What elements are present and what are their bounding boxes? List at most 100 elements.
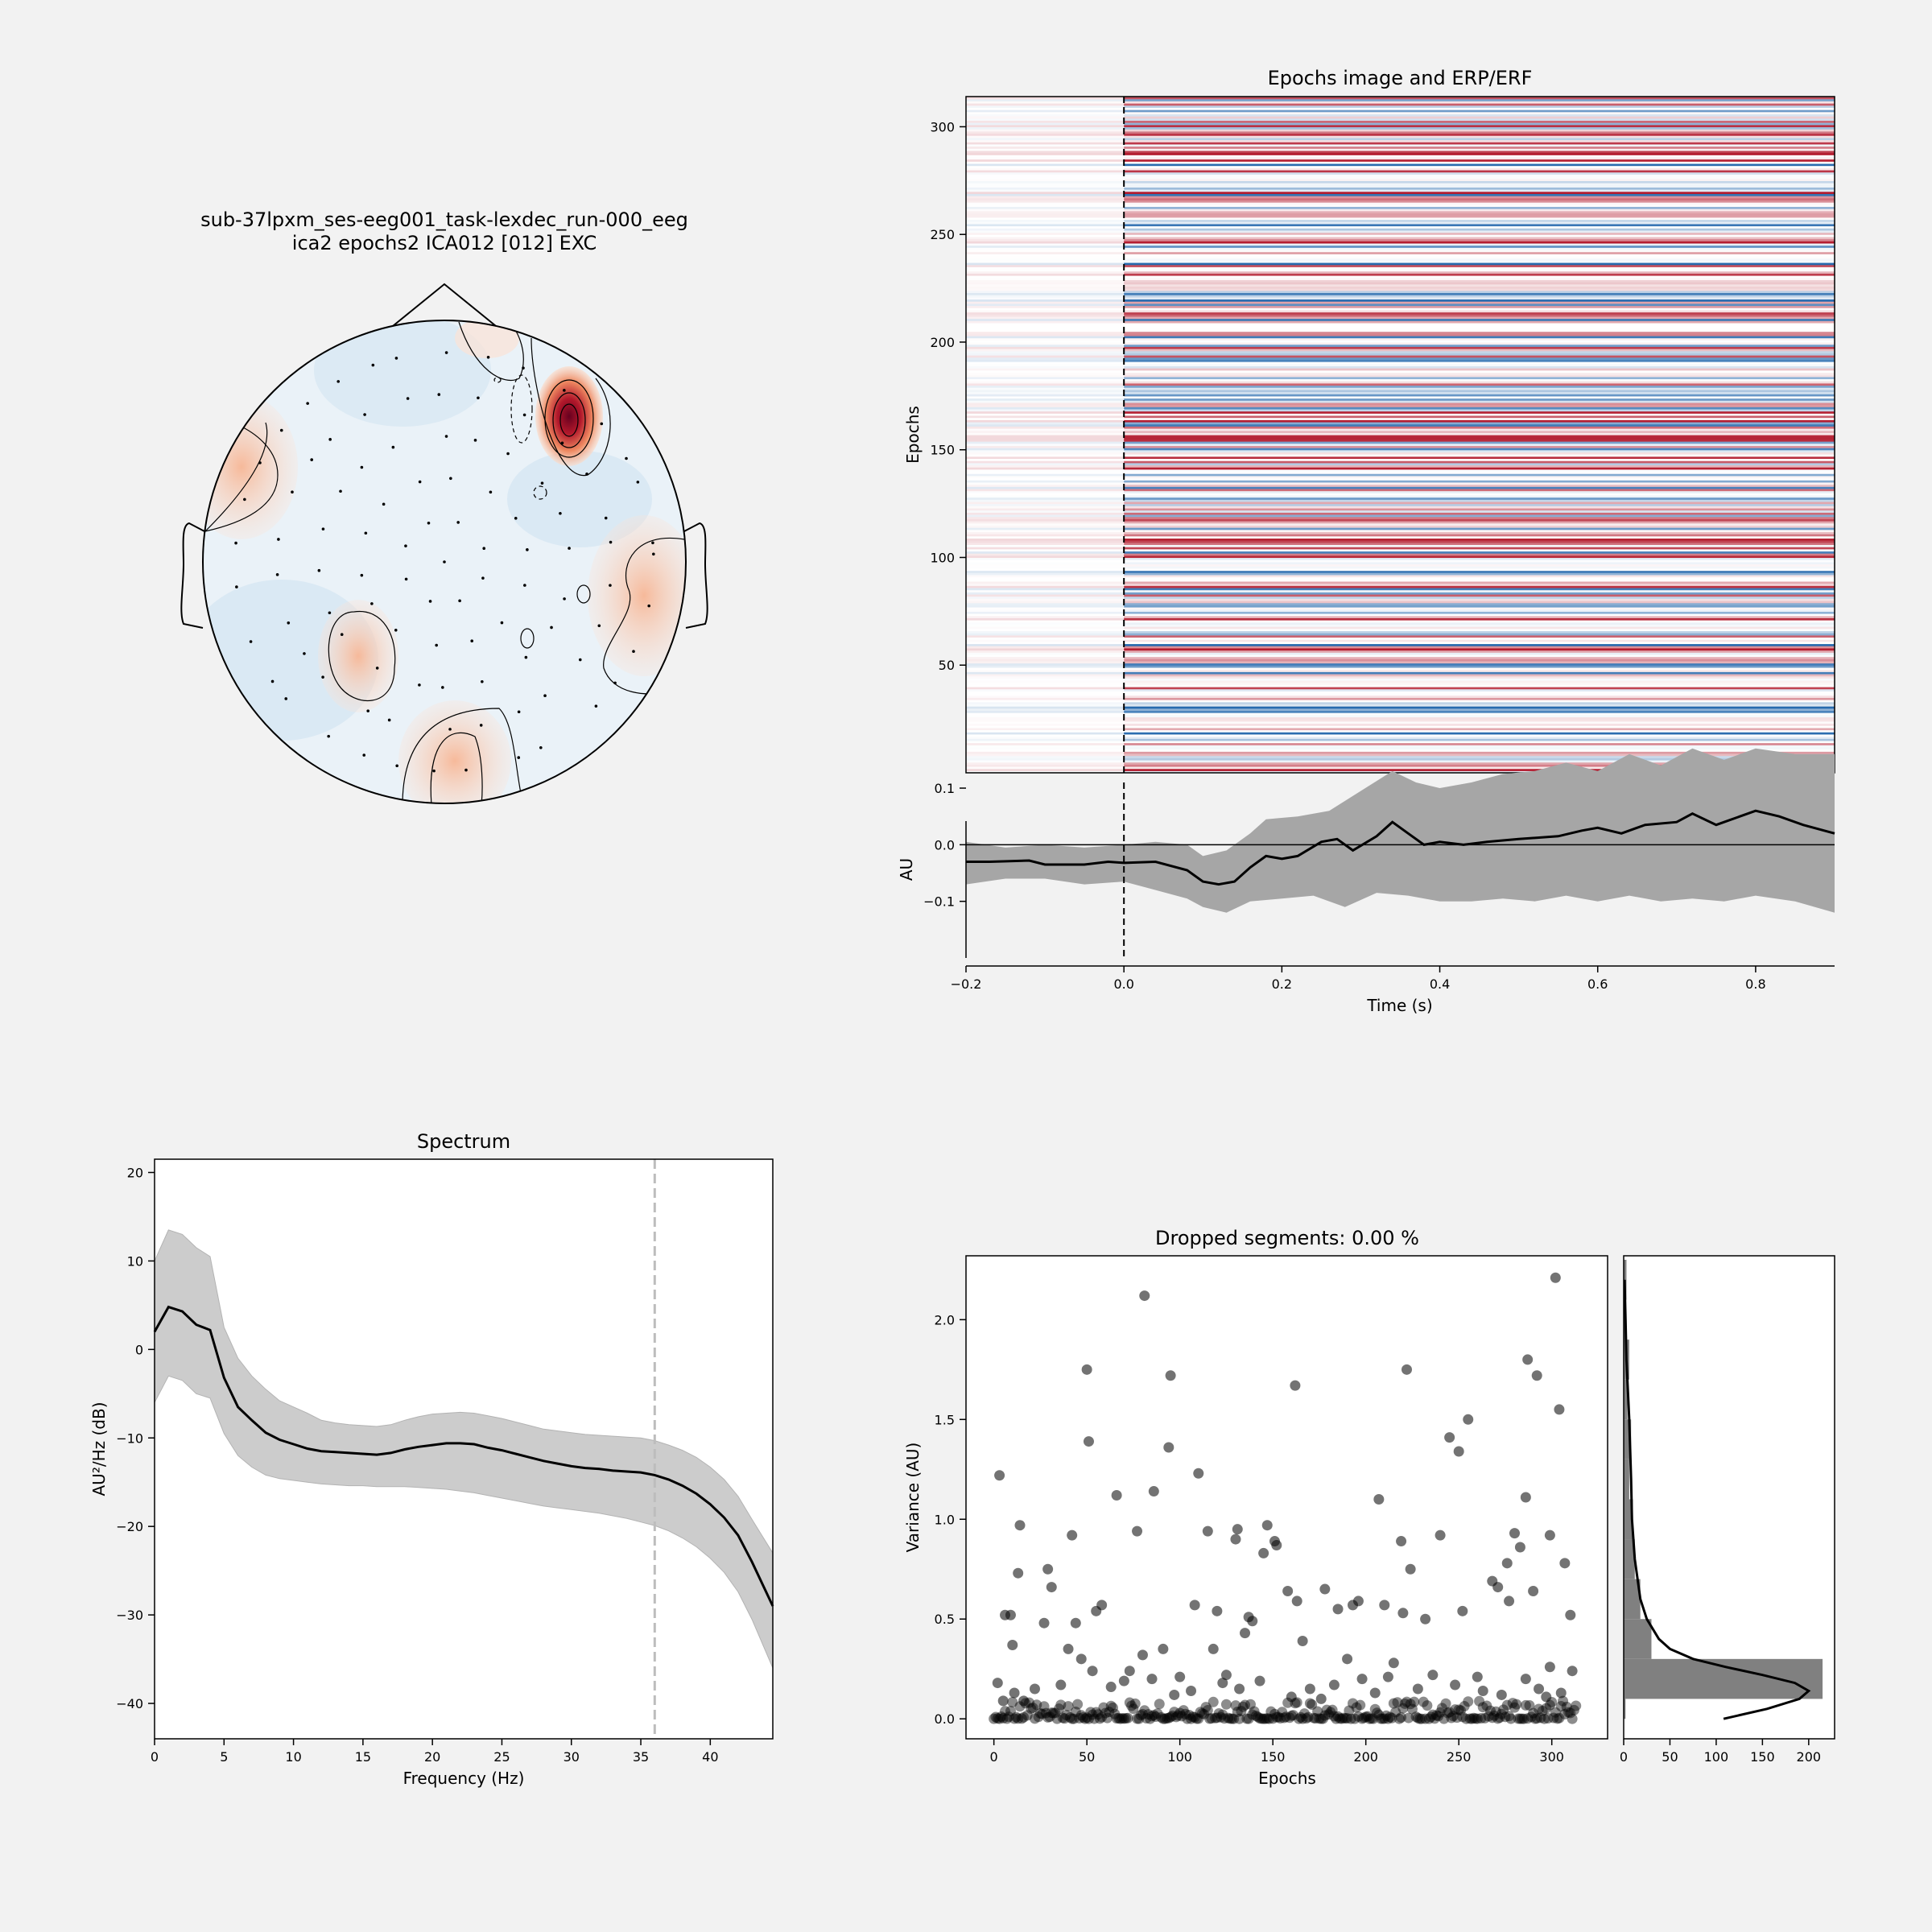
- variance-point: [1212, 1712, 1223, 1724]
- epoch-row: [1124, 264, 1835, 267]
- variance-point: [1492, 1582, 1504, 1593]
- epoch-row: [1124, 130, 1835, 134]
- epoch-row-prestim: [966, 445, 1125, 448]
- epoch-row: [1124, 303, 1835, 307]
- epoch-row: [1124, 275, 1835, 279]
- epoch-row: [1124, 155, 1835, 158]
- epoch-row-prestim: [966, 266, 1125, 270]
- variance-y-tick-label: 0.0: [935, 1711, 955, 1727]
- epoch-row: [1124, 363, 1835, 366]
- epoch-row-prestim: [966, 135, 1125, 138]
- epoch-row: [1124, 600, 1835, 604]
- variance-point: [1105, 1682, 1117, 1693]
- variance-point: [1183, 1709, 1195, 1720]
- epochs-tick-label: 250: [930, 227, 955, 242]
- epoch-row-prestim: [966, 340, 1125, 343]
- variance-point: [1505, 1713, 1517, 1724]
- epoch-row-prestim: [966, 639, 1125, 642]
- epoch-row-prestim: [966, 600, 1125, 604]
- variance-point: [1018, 1695, 1030, 1707]
- epoch-row: [1124, 97, 1835, 100]
- epoch-row-prestim: [966, 223, 1125, 227]
- variance-point: [1247, 1616, 1258, 1627]
- variance-point: [1174, 1671, 1186, 1682]
- sensor-dot: [339, 489, 342, 493]
- epoch-row-prestim: [966, 634, 1125, 638]
- epoch-row: [1124, 654, 1835, 658]
- variance-point: [1013, 1713, 1024, 1724]
- histogram-x-ticks: 0 50 100 150 200: [1620, 1739, 1821, 1765]
- epoch-row: [1124, 475, 1835, 479]
- epoch-row: [1124, 196, 1835, 199]
- variance-point: [1208, 1643, 1219, 1654]
- variance-point: [1240, 1628, 1251, 1639]
- variance-point: [1003, 1711, 1014, 1723]
- variance-point: [1470, 1713, 1481, 1724]
- variance-point: [1555, 1687, 1567, 1699]
- sensor-dot: [317, 568, 321, 572]
- epoch-row: [1124, 675, 1835, 679]
- variance-point: [1504, 1596, 1515, 1607]
- epoch-row-prestim: [966, 210, 1125, 214]
- left-ear-outline: [180, 522, 205, 629]
- variance-point: [1026, 1703, 1037, 1715]
- epoch-row-prestim: [966, 107, 1125, 110]
- variance-point: [1145, 1713, 1156, 1724]
- epoch-row: [1124, 714, 1835, 718]
- variance-point: [1504, 1711, 1515, 1722]
- variance-point: [1541, 1703, 1552, 1714]
- epoch-row: [1124, 462, 1835, 466]
- sensor-dot: [444, 435, 448, 438]
- variance-point: [1064, 1711, 1075, 1723]
- variance-point: [1187, 1711, 1199, 1723]
- variance-point: [1163, 1712, 1174, 1724]
- variance-point: [1442, 1707, 1453, 1719]
- epoch-row: [1124, 232, 1835, 235]
- variance-point: [1137, 1649, 1148, 1661]
- variance-point: [994, 1470, 1005, 1481]
- epoch-row: [1124, 430, 1835, 433]
- variance-point: [1260, 1713, 1271, 1724]
- epoch-row-prestim: [966, 663, 1125, 666]
- epoch-row: [1124, 506, 1835, 509]
- epoch-row: [1124, 589, 1835, 592]
- epoch-row-prestim: [966, 142, 1125, 145]
- variance-point: [1230, 1534, 1241, 1545]
- erp-x-tick-label: −0.2: [951, 976, 982, 992]
- variance-point: [1232, 1707, 1243, 1718]
- epoch-row-prestim: [966, 729, 1125, 733]
- variance-point: [1129, 1698, 1141, 1709]
- epoch-row-prestim: [966, 249, 1125, 253]
- epoch-row-prestim: [966, 335, 1125, 339]
- sensor-dot: [404, 577, 408, 581]
- epoch-row: [1124, 221, 1835, 225]
- epoch-row-prestim: [966, 660, 1125, 664]
- epoch-row-prestim: [966, 232, 1125, 235]
- variance-point: [1132, 1713, 1143, 1724]
- variance-point: [1059, 1713, 1070, 1724]
- epoch-row-prestim: [966, 486, 1125, 489]
- epoch-row-prestim: [966, 540, 1125, 543]
- sensor-dot: [395, 764, 398, 768]
- spectrum-x-tick-label: 30: [564, 1749, 580, 1765]
- epoch-row-prestim: [966, 111, 1125, 115]
- epoch-row: [1124, 156, 1835, 160]
- epoch-row: [1124, 490, 1835, 493]
- epoch-row: [1124, 213, 1835, 216]
- variance-point: [1416, 1713, 1427, 1724]
- variance-point: [1104, 1707, 1115, 1718]
- epoch-row: [1124, 621, 1835, 625]
- variance-point: [992, 1678, 1003, 1689]
- epoch-row-prestim: [966, 175, 1125, 180]
- variance-point: [1029, 1713, 1040, 1724]
- epoch-row-prestim: [966, 196, 1125, 199]
- epochs-tick-label: 200: [930, 335, 955, 350]
- variance-point: [1135, 1710, 1146, 1721]
- epoch-row: [1124, 320, 1835, 324]
- variance-x-tick-label: 250: [1447, 1749, 1472, 1765]
- sensor-dot: [464, 768, 468, 772]
- epochs-image-frame: [965, 96, 1835, 774]
- epoch-row: [1124, 701, 1835, 704]
- sensor-dot: [418, 480, 422, 484]
- epoch-row-prestim: [966, 762, 1125, 765]
